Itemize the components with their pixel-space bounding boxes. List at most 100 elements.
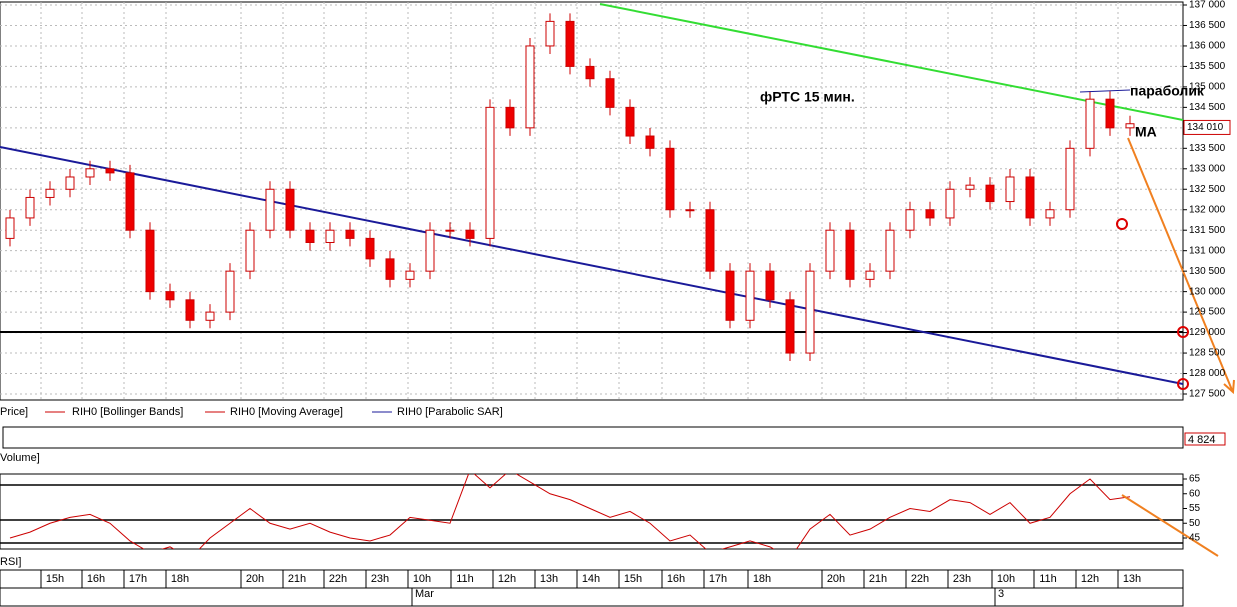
y-tick-label: 134 500 bbox=[1189, 102, 1226, 113]
candle-body bbox=[665, 147, 675, 211]
annotation: MA bbox=[1135, 124, 1157, 140]
candle-body bbox=[925, 209, 935, 219]
arrow bbox=[1127, 137, 1233, 391]
candle-body bbox=[705, 209, 715, 272]
candle-body bbox=[45, 188, 55, 198]
x-tick-label: 11h bbox=[456, 573, 474, 585]
candle-body bbox=[85, 168, 95, 178]
price-tag bbox=[1183, 119, 1231, 135]
y-tick-label: 50 bbox=[1189, 518, 1201, 529]
candle-body bbox=[905, 209, 915, 231]
x-tick-label: 12h bbox=[1081, 573, 1099, 585]
candle-body bbox=[585, 65, 595, 80]
candle-body bbox=[845, 229, 855, 280]
candle-body bbox=[1005, 176, 1015, 203]
y-tick-label: 60 bbox=[1189, 488, 1201, 499]
candle-body bbox=[465, 229, 475, 239]
y-tick-label: 130 000 bbox=[1189, 286, 1226, 297]
candle-body bbox=[965, 184, 975, 190]
candle-body bbox=[725, 270, 735, 321]
x-tick-label: 10h bbox=[413, 573, 431, 585]
candle-body bbox=[125, 172, 135, 231]
x-tick-label: 21h bbox=[288, 573, 306, 585]
candle-body bbox=[605, 78, 615, 108]
y-tick-label: 55 bbox=[1189, 503, 1201, 514]
candle-body bbox=[1105, 98, 1115, 129]
candle-body bbox=[385, 258, 395, 280]
candle-body bbox=[1125, 123, 1135, 129]
candle-body bbox=[345, 229, 355, 239]
y-tick-label: 132 500 bbox=[1189, 184, 1226, 195]
candle-body bbox=[1045, 209, 1055, 219]
candle-body bbox=[885, 229, 895, 272]
candle-body bbox=[545, 20, 555, 47]
candle-body bbox=[145, 229, 155, 293]
x-tick-label: 15h bbox=[624, 573, 642, 585]
candle-body bbox=[185, 299, 195, 321]
x-tick-label: 21h bbox=[869, 573, 887, 585]
candle-body bbox=[325, 229, 335, 243]
candle-body bbox=[365, 237, 375, 260]
x-tick-label: 13h bbox=[1123, 573, 1141, 585]
x-tick-label: 16h bbox=[87, 573, 105, 585]
candle-body bbox=[685, 209, 695, 212]
candle-body bbox=[765, 270, 775, 301]
candle-body bbox=[285, 188, 295, 231]
candle-body bbox=[1085, 98, 1095, 149]
y-tick-label: 128 500 bbox=[1189, 348, 1226, 359]
rsi-panel bbox=[0, 473, 1184, 550]
rsi bbox=[0, 474, 1183, 549]
chart-title: фРТС 15 мин. bbox=[760, 89, 855, 105]
candle-body bbox=[65, 176, 75, 190]
y-tick-label: 136 000 bbox=[1189, 41, 1226, 52]
candle-body bbox=[645, 135, 655, 149]
x-tick-label: 14h bbox=[582, 573, 600, 585]
candle-body bbox=[565, 20, 575, 67]
candle-body bbox=[945, 188, 955, 219]
y-tick-label: 135 500 bbox=[1189, 61, 1226, 72]
candle-body bbox=[625, 106, 635, 137]
y-tick-label: 127 500 bbox=[1189, 389, 1226, 400]
y-tick-label: 128 000 bbox=[1189, 368, 1226, 379]
y-tick-label: 131 500 bbox=[1189, 225, 1226, 236]
candle-body bbox=[265, 188, 275, 231]
x-tick-label: 3 bbox=[998, 588, 1004, 600]
marker bbox=[1116, 218, 1128, 230]
candles bbox=[0, 3, 1183, 385]
candle-body bbox=[865, 270, 875, 280]
pointer bbox=[1079, 89, 1131, 93]
volume-value: 4 824 bbox=[1188, 434, 1216, 446]
candle-body bbox=[745, 270, 755, 321]
y-tick-label: 133 000 bbox=[1189, 163, 1226, 174]
x-tick-label: 18h bbox=[753, 573, 771, 585]
x-tick-label: 10h bbox=[997, 573, 1015, 585]
main-panel bbox=[0, 1, 1184, 401]
resistance-line bbox=[599, 3, 1183, 121]
y-tick-label: 133 500 bbox=[1189, 143, 1226, 154]
y-tick-label: 129 500 bbox=[1189, 307, 1226, 318]
x-tick-label: 17h bbox=[709, 573, 727, 585]
candle-body bbox=[25, 196, 35, 219]
candle-body bbox=[505, 106, 515, 129]
arrow bbox=[1121, 494, 1219, 557]
x-tick-label: 22h bbox=[911, 573, 929, 585]
candle-body bbox=[5, 217, 15, 239]
candle-body bbox=[1065, 147, 1075, 211]
marker bbox=[1177, 378, 1189, 390]
candle-body bbox=[805, 270, 815, 354]
legend-entry: RIH0 [Moving Average] bbox=[230, 406, 343, 418]
x-tick-label: Mar bbox=[415, 588, 434, 600]
x-tick-label: 17h bbox=[129, 573, 147, 585]
x-tick-label: 22h bbox=[329, 573, 347, 585]
candle-body bbox=[245, 229, 255, 272]
x-tick-label: 23h bbox=[371, 573, 389, 585]
marker bbox=[1177, 326, 1189, 338]
y-tick-label: 65 bbox=[1189, 474, 1201, 485]
x-tick-label: 12h bbox=[498, 573, 516, 585]
panel-label: RSI] bbox=[0, 556, 21, 568]
candle-body bbox=[305, 229, 315, 243]
y-tick-label: 45 bbox=[1189, 533, 1201, 544]
x-tick-label: 18h bbox=[171, 573, 189, 585]
arrowhead bbox=[1223, 379, 1235, 395]
